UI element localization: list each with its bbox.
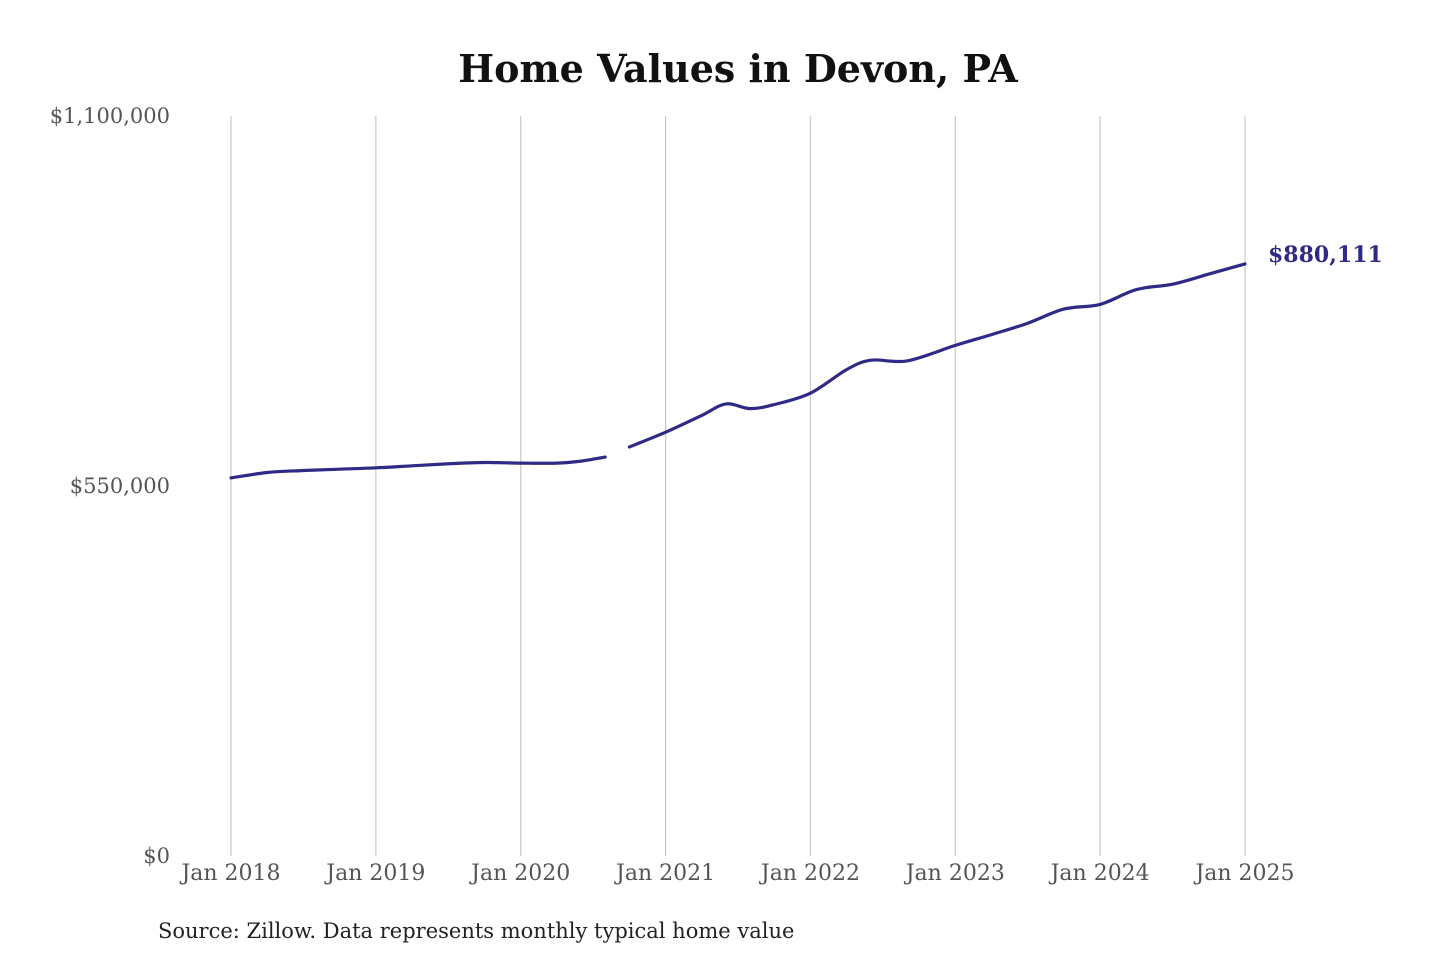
series-line-segment-0 bbox=[229, 455, 607, 480]
gridlines bbox=[230, 116, 1246, 856]
chart-title: Home Values in Devon, PA bbox=[458, 46, 1018, 91]
series-layer bbox=[229, 262, 1247, 480]
x-tick-label-0: Jan 2018 bbox=[179, 861, 280, 886]
y-axis-ticks: $0 $550,000 $1,100,000 bbox=[50, 104, 170, 868]
series-line-segment-1 bbox=[627, 262, 1247, 449]
end-value-label: $880,111 bbox=[1268, 242, 1383, 268]
y-tick-label-2: $1,100,000 bbox=[50, 104, 170, 128]
x-tick-label-4: Jan 2022 bbox=[759, 861, 860, 886]
x-tick-label-1: Jan 2019 bbox=[324, 861, 425, 886]
y-tick-label-0: $0 bbox=[143, 844, 170, 868]
y-tick-label-1: $550,000 bbox=[70, 474, 170, 498]
x-tick-label-3: Jan 2021 bbox=[614, 861, 715, 886]
x-tick-label-5: Jan 2023 bbox=[904, 861, 1005, 886]
source-note: Source: Zillow. Data represents monthly … bbox=[158, 919, 794, 943]
x-axis-ticks: Jan 2018 Jan 2019 Jan 2020 Jan 2021 Jan 2022… bbox=[179, 861, 1294, 886]
x-tick-label-7: Jan 2025 bbox=[1193, 861, 1294, 886]
x-tick-label-2: Jan 2020 bbox=[469, 861, 570, 886]
x-tick-label-6: Jan 2024 bbox=[1049, 861, 1150, 886]
